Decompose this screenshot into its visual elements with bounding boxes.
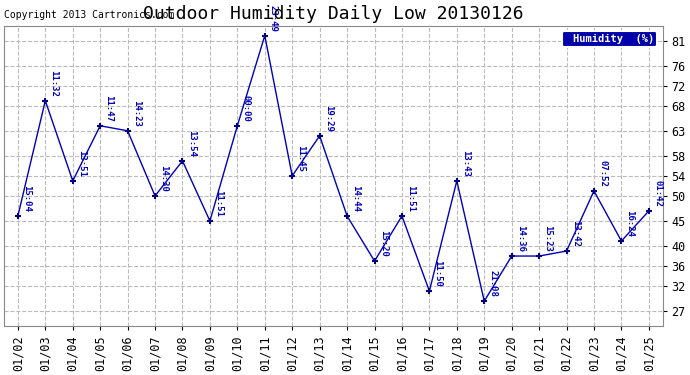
Text: 11:50: 11:50: [433, 260, 442, 287]
Text: 00:00: 00:00: [241, 95, 250, 122]
Text: 01:42: 01:42: [653, 180, 662, 207]
Text: 11:47: 11:47: [104, 95, 113, 122]
Text: 13:42: 13:42: [571, 220, 580, 247]
Text: 14:30: 14:30: [159, 165, 168, 192]
Text: 11:45: 11:45: [297, 145, 306, 172]
Legend: Humidity  (%): Humidity (%): [562, 31, 658, 47]
Text: 14:36: 14:36: [516, 225, 525, 252]
Text: 15:20: 15:20: [379, 230, 388, 257]
Text: 11:51: 11:51: [214, 190, 223, 217]
Text: 16:24: 16:24: [626, 210, 635, 237]
Title: Outdoor Humidity Daily Low 20130126: Outdoor Humidity Daily Low 20130126: [143, 4, 524, 22]
Text: 21:08: 21:08: [489, 270, 497, 297]
Text: 13:51: 13:51: [77, 150, 86, 177]
Text: 14:23: 14:23: [132, 100, 141, 127]
Text: 14:44: 14:44: [351, 185, 360, 212]
Text: 11:32: 11:32: [50, 70, 59, 97]
Text: 19:29: 19:29: [324, 105, 333, 132]
Text: 15:23: 15:23: [543, 225, 552, 252]
Text: 13:54: 13:54: [187, 130, 196, 157]
Text: Copyright 2013 Cartronics.com: Copyright 2013 Cartronics.com: [4, 10, 175, 20]
Text: 13:43: 13:43: [461, 150, 470, 177]
Text: 07:52: 07:52: [598, 160, 607, 187]
Text: 15:04: 15:04: [22, 185, 31, 212]
Text: 11:51: 11:51: [406, 185, 415, 212]
Text: 23:49: 23:49: [269, 4, 278, 32]
